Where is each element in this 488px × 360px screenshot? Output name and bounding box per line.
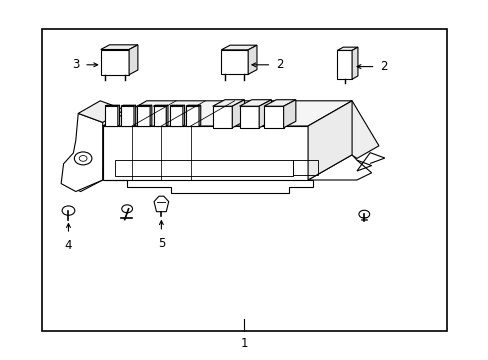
Polygon shape [351,47,357,79]
Polygon shape [199,105,201,126]
Polygon shape [212,106,232,128]
Polygon shape [307,101,351,180]
Polygon shape [134,105,136,126]
Text: 4: 4 [64,239,72,252]
Polygon shape [239,106,259,128]
Polygon shape [170,105,184,106]
Polygon shape [71,167,102,192]
Circle shape [358,210,369,218]
Polygon shape [102,126,307,180]
Polygon shape [101,45,138,49]
Polygon shape [105,105,120,106]
Polygon shape [183,105,184,126]
Polygon shape [337,47,357,50]
Text: 3: 3 [72,58,79,71]
Polygon shape [154,196,168,212]
Polygon shape [239,100,271,106]
Polygon shape [307,101,378,158]
Polygon shape [259,100,271,128]
Polygon shape [118,105,120,126]
Polygon shape [121,106,134,126]
Polygon shape [137,106,150,126]
Polygon shape [105,106,118,126]
Polygon shape [150,105,152,126]
Polygon shape [61,113,102,192]
Polygon shape [307,155,371,180]
Polygon shape [153,106,166,126]
Polygon shape [264,100,295,106]
Polygon shape [283,100,295,128]
Polygon shape [78,101,124,122]
Polygon shape [166,105,168,126]
Polygon shape [221,45,257,50]
Polygon shape [137,105,152,106]
Circle shape [74,152,92,165]
Polygon shape [170,106,183,126]
Polygon shape [247,45,257,75]
Polygon shape [221,50,247,75]
Polygon shape [212,100,244,106]
Text: 2: 2 [276,58,283,71]
Polygon shape [102,101,351,126]
Polygon shape [186,105,201,106]
Polygon shape [264,106,283,128]
Polygon shape [101,49,129,75]
Text: 5: 5 [157,237,165,249]
Text: 1: 1 [240,337,248,350]
Polygon shape [129,45,138,75]
Polygon shape [121,105,136,106]
Polygon shape [337,50,351,79]
Polygon shape [232,100,244,128]
Circle shape [62,206,75,215]
Polygon shape [186,106,199,126]
Circle shape [122,205,132,213]
Text: 2: 2 [380,60,387,73]
Polygon shape [153,105,168,106]
Polygon shape [71,155,124,167]
